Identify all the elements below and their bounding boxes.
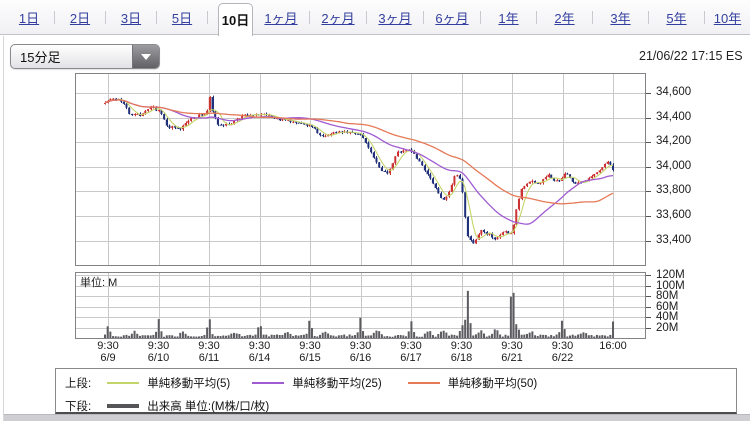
price-tick-label: 34,000 (656, 159, 692, 172)
volume-line-swatch (107, 404, 140, 408)
tab-separator (592, 10, 593, 24)
x-axis-label: 9:30 6/17 (400, 340, 422, 364)
x-axis-label: 9:30 6/18 (450, 340, 473, 364)
tab-slot: 6ヶ月 (424, 0, 480, 35)
tab-separator (480, 10, 481, 24)
tab-2年[interactable]: 2年 (554, 10, 575, 26)
tab-3ヶ月[interactable]: 3ヶ月 (378, 10, 412, 26)
x-axis-label: 9:30 6/22 (551, 340, 574, 364)
ma25-legend-label: 単純移動平均(25) (292, 378, 382, 390)
x-axis-label: 9:30 6/15 (299, 340, 321, 364)
bottom-strip (4, 414, 750, 421)
legend-lower-row: 下段: 出来高 単位:(M株/口/枚) (65, 398, 269, 414)
panel-left-edge (3, 36, 4, 421)
price-tick-label: 33,400 (656, 233, 692, 246)
volume-legend-label: 出来高 単位:(M株/口/枚) (147, 401, 270, 413)
tab-separator (704, 10, 705, 24)
legend-upper-row: 上段: 単純移動平均(5) 単純移動平均(25) 単純移動平均(50) (65, 375, 537, 391)
ma50-line-swatch (407, 382, 440, 384)
period-tab-bar: 1日 2日 3日 5日 10日 1ヶ月 2ヶ月 3ヶ月 6ヶ月 1年 2年 3年 5年 10年 (0, 0, 750, 36)
tab-separator (309, 10, 310, 24)
tab-separator (54, 10, 55, 24)
legend-lower-caption: 下段: (65, 401, 92, 413)
tab-5年[interactable]: 5年 (666, 10, 687, 26)
tab-2ヶ月[interactable]: 2ヶ月 (321, 10, 355, 26)
price-tick-label: 33,800 (656, 184, 692, 197)
ma5-legend-label: 単純移動平均(5) (147, 378, 231, 390)
price-tick-label: 33,600 (656, 209, 692, 221)
tab-3日[interactable]: 3日 (120, 10, 142, 26)
price-tick-label: 34,400 (656, 110, 692, 123)
chart-legend: 上段: 単純移動平均(5) 単純移動平均(25) 単純移動平均(50) 下段: … (55, 368, 737, 414)
select-dropdown-button[interactable] (132, 45, 159, 68)
x-axis-label: 9:30 6/11 (198, 340, 220, 364)
price-tick-label: 34,200 (656, 135, 692, 148)
volume-tick-label: 60M (656, 300, 679, 313)
tab-10日-active[interactable]: 10日 (218, 2, 253, 36)
volume-unit-label: 単位: M (80, 277, 118, 289)
tab-slot: 5日 (157, 0, 207, 35)
tab-slot: 1年 (481, 0, 536, 35)
tab-slot: 1日 (4, 0, 54, 35)
tab-separator (207, 10, 208, 24)
x-axis-label: 9:30 6/9 (97, 340, 119, 364)
tab-separator (648, 10, 649, 24)
volume-tick-label: 20M (656, 321, 679, 334)
x-axis-label: 9:30 6/16 (349, 340, 372, 364)
tab-separator (105, 10, 106, 24)
tab-slot: 5年 (649, 0, 704, 35)
interval-select[interactable]: 15分足 (10, 44, 160, 69)
tab-separator (536, 10, 537, 24)
tab-slot: 3ヶ月 (367, 0, 423, 35)
tab-separator (366, 10, 367, 24)
tab-slot: 3年 (593, 0, 648, 35)
tab-3年[interactable]: 3年 (610, 10, 631, 26)
volume-tick-label: 80M (656, 290, 679, 303)
tab-slot: 2年 (537, 0, 592, 35)
tab-1日[interactable]: 1日 (18, 10, 40, 26)
ma25-line-swatch (252, 382, 285, 384)
tab-separator (423, 10, 424, 24)
tab-slot: 10年 (705, 0, 750, 35)
tab-10年[interactable]: 10年 (713, 10, 742, 26)
tab-slot: 1ヶ月 (253, 0, 309, 35)
x-axis-label: 9:30 6/21 (501, 340, 523, 364)
x-axis-label: 16:00 (599, 340, 627, 352)
tab-6ヶ月[interactable]: 6ヶ月 (435, 10, 469, 26)
volume-tick-label: 120M (656, 269, 685, 282)
tab-slot: 2日 (55, 0, 105, 35)
x-axis-label: 9:30 6/14 (248, 340, 271, 364)
tab-slot: 2ヶ月 (310, 0, 366, 35)
tab-5日[interactable]: 5日 (171, 10, 193, 26)
tab-1ヶ月[interactable]: 1ヶ月 (264, 10, 298, 26)
legend-upper-caption: 上段: (65, 378, 92, 390)
x-axis-label: 9:30 6/10 (147, 340, 170, 364)
ma5-line-swatch (107, 382, 140, 384)
volume-tick-label: 40M (656, 311, 679, 324)
interval-select-value: 15分足 (20, 50, 61, 65)
tab-1年[interactable]: 1年 (498, 10, 519, 26)
ma50-legend-label: 単純移動平均(50) (447, 378, 538, 390)
chevron-down-icon (141, 53, 151, 60)
price-tick-label: 34,600 (656, 86, 692, 98)
volume-tick-label: 100M (656, 279, 685, 292)
tab-separator (156, 10, 157, 24)
tab-2日[interactable]: 2日 (69, 10, 91, 26)
tab-slot: 3日 (106, 0, 156, 35)
quote-timestamp: 21/06/22 17:15 ES (639, 49, 743, 63)
